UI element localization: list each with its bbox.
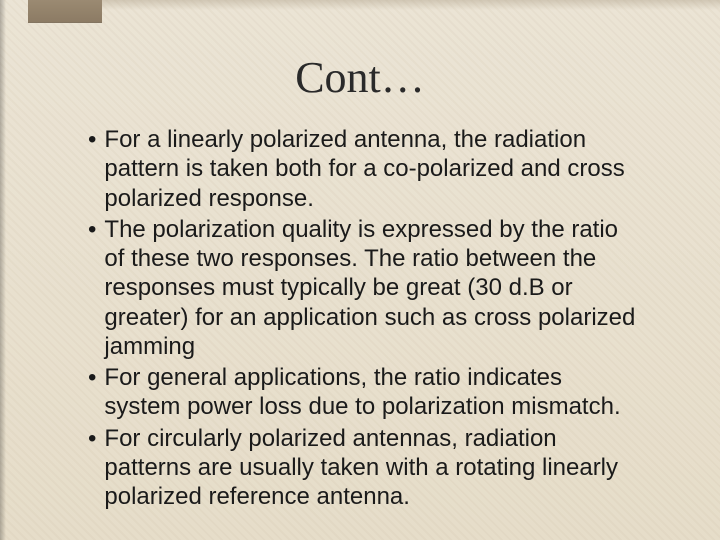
bullet-marker: • xyxy=(88,215,104,361)
bullet-item: • For circularly polarized antennas, rad… xyxy=(88,424,640,512)
bullet-marker: • xyxy=(88,424,104,512)
bullet-marker: • xyxy=(88,363,104,422)
bullet-text: For circularly polarized antennas, radia… xyxy=(104,424,640,512)
top-strip-decoration xyxy=(28,0,102,23)
bullet-text: For general applications, the ratio indi… xyxy=(104,363,640,422)
bullet-text: For a linearly polarized antenna, the ra… xyxy=(104,125,640,213)
bullet-marker: • xyxy=(88,125,104,213)
slide-title: Cont… xyxy=(0,0,720,103)
top-strip-line xyxy=(102,0,720,10)
bullet-text: The polarization quality is expressed by… xyxy=(104,215,640,361)
bullet-item: • For general applications, the ratio in… xyxy=(88,363,640,422)
left-shadow xyxy=(0,0,6,540)
slide-body: • For a linearly polarized antenna, the … xyxy=(0,103,720,511)
bullet-item: • For a linearly polarized antenna, the … xyxy=(88,125,640,213)
bullet-item: • The polarization quality is expressed … xyxy=(88,215,640,361)
